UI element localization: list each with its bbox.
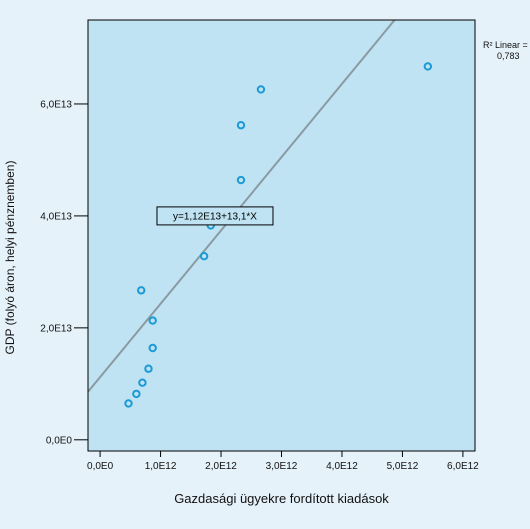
data-point: [144, 364, 153, 373]
equation-text: y=1,12E13+13,1*X: [173, 211, 257, 222]
plot-frame: [87, 19, 476, 452]
r2-value: 0,783: [497, 51, 520, 61]
data-point: [236, 121, 246, 130]
data-point: [423, 62, 433, 71]
data-point: [236, 175, 246, 185]
x-axis: 0,0E0 1,0E12 2,0E12 3,0E12 4,0E12 5,0E12 6,0E1…: [87, 451, 479, 472]
y-tick-label: 6,0E13: [40, 99, 72, 110]
y-axis: 0,0E0 2,0E13 4,0E13 6,0E13: [40, 99, 88, 446]
x-tick-label: 0,0E0: [87, 461, 114, 472]
y-axis-title: GDP (folyó áron, helyi pénznemben): [3, 161, 17, 355]
x-axis-title: Gazdasági ügyekre fordított kiadások: [174, 491, 389, 506]
y-tick-label: 2,0E13: [40, 323, 72, 334]
data-point: [137, 286, 146, 295]
data-point: [132, 389, 141, 399]
plot-area: [88, 20, 475, 451]
y-tick-label: 0,0E0: [46, 435, 73, 446]
data-point: [124, 399, 133, 408]
x-tick-label: 6,0E12: [447, 461, 479, 472]
y-tick-label: 4,0E13: [40, 211, 72, 222]
equation-box: [156, 206, 274, 226]
r2-label: R² Linear =: [483, 40, 528, 50]
data-point: [138, 378, 147, 387]
data-point: [148, 316, 157, 325]
x-tick-label: 1,0E12: [145, 461, 177, 472]
x-tick-label: 2,0E12: [205, 461, 237, 472]
fit-line: [87, 19, 396, 393]
data-points: [124, 62, 433, 408]
data-point: [148, 343, 157, 353]
x-tick-label: 4,0E12: [326, 461, 358, 472]
x-tick-label: 5,0E12: [387, 461, 419, 472]
data-point: [256, 85, 266, 94]
data-point: [199, 252, 209, 261]
x-tick-label: 3,0E12: [266, 461, 298, 472]
equation-label: y=1,12E13+13,1*X: [156, 206, 274, 226]
